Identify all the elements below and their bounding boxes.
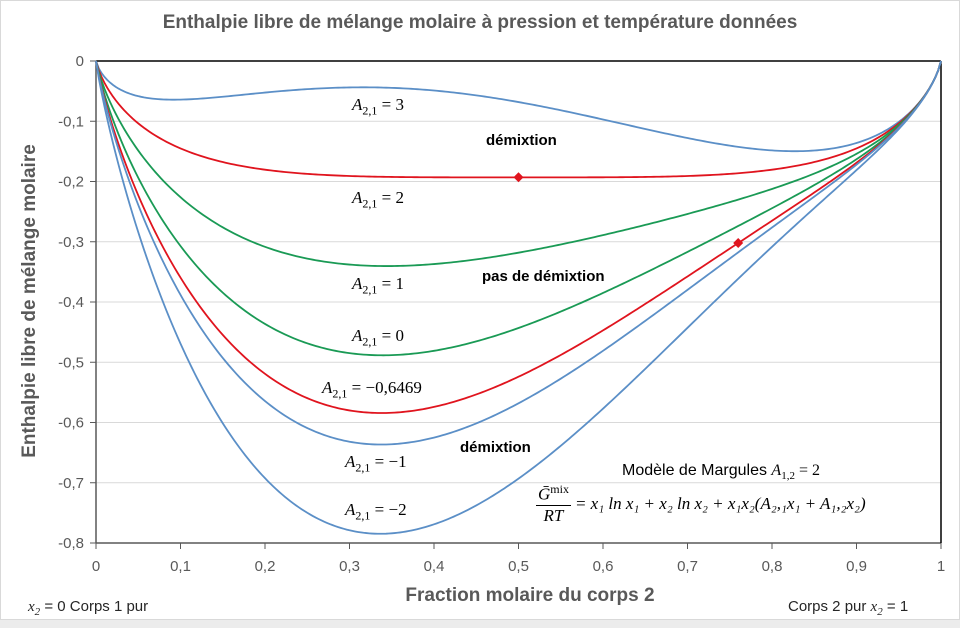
y-tick-label: -0,1 [58,113,84,130]
x-tick-label: 0,7 [677,558,698,575]
curve-label-a21-3: A2,1 = 3 [352,95,404,118]
curve-series-1 [95,60,942,179]
y-tick-label: -0,4 [58,294,84,311]
x-tick-label: 0,4 [424,558,445,575]
model-label: Modèle de Margules A1,2 = 2 [622,462,820,483]
curve-series-2 [95,60,942,267]
left-endpoint-note: x2 = 0 Corps 1 pur [28,598,149,618]
curve-label-a21-neg0-6469: A2,1 = −0,6469 [322,378,422,401]
diamond-marker [513,172,524,183]
y-tick-label: 0 [76,53,84,70]
y-tick-label: -0,5 [58,354,84,371]
x-tick-label: 0,6 [593,558,614,575]
x-tick-label: 0,5 [508,558,529,575]
curve-label-a21-neg1: A2,1 = −1 [345,452,407,475]
x-axis-label: Fraction molaire du corps 2 [405,585,655,606]
x-tick-label: 0,9 [846,558,867,575]
curve-series-4 [95,60,942,414]
x-tick-label: 0,2 [255,558,276,575]
curve-series-3 [95,60,942,357]
y-tick-label: -0,6 [58,415,84,432]
curve-label-a21-2: A2,1 = 2 [352,188,404,211]
curve-label-a21-0: A2,1 = 0 [352,326,404,349]
margules-formula: Ḡmix RT = x₁ ln x₁ + x₂ ln x₂ + x₁x₂(A₂,₁… [536,482,866,525]
annotation-demixtion-top: démixtion [486,132,557,149]
x-tick-label: 0 [92,558,100,575]
annotation-no-demixtion: pas de démixtion [482,268,605,285]
diamond-marker [733,237,744,248]
bottom-band [0,620,960,628]
curve-series-5 [95,60,942,446]
x-tick-label: 0,3 [339,558,360,575]
curve-label-a21-1: A2,1 = 1 [352,274,404,297]
y-tick-label: -0,7 [58,475,84,492]
y-tick-label: -0,8 [58,535,84,552]
curve-series-0 [95,60,942,153]
curve-series-6 [95,60,942,535]
curve-label-a21-neg2: A2,1 = −2 [345,500,407,523]
x-tick-label: 0,1 [170,558,191,575]
right-endpoint-note: Corps 2 pur x2 = 1 [788,598,909,618]
chart-title: Enthalpie libre de mélange molaire à pre… [162,12,798,33]
y-tick-label: -0,3 [58,234,84,251]
annotation-demixtion-bottom: démixtion [460,439,531,456]
x-tick-label: 1 [937,558,945,575]
y-tick-label: -0,2 [58,174,84,191]
x-tick-label: 0,8 [762,558,783,575]
